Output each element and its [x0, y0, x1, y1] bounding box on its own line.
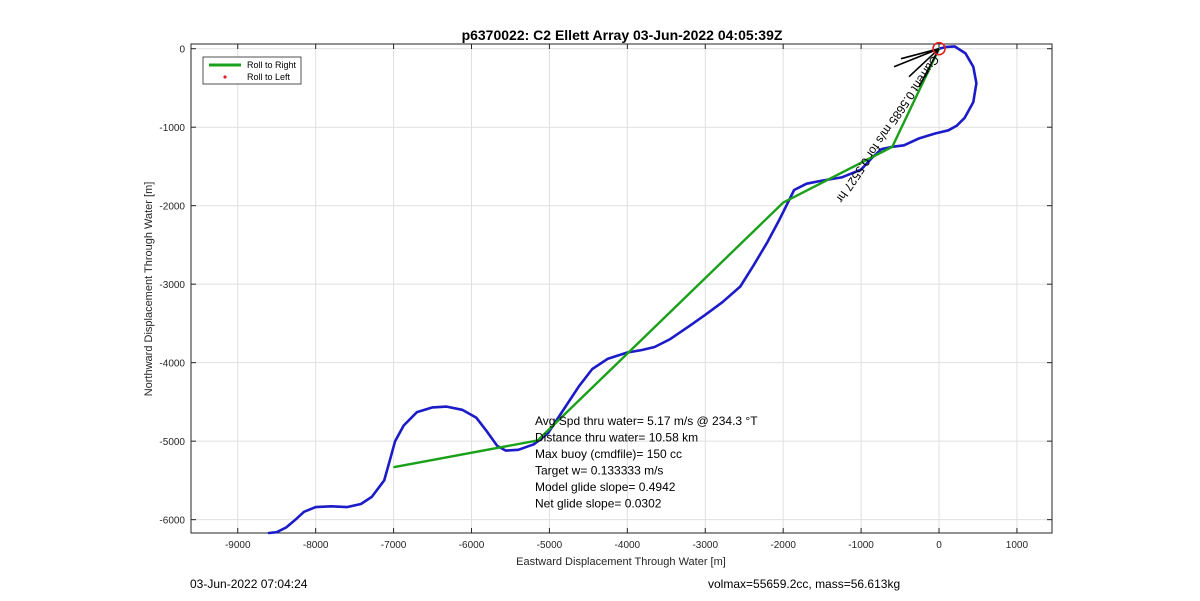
legend-box	[202, 56, 302, 85]
chart-title: p6370022: C2 Ellett Array 03-Jun-2022 04…	[462, 27, 783, 43]
series-track-line	[267, 45, 978, 535]
current-vector-line	[918, 48, 940, 88]
annotation-block: Avg Spd thru water= 5.17 m/s @ 234.3 °T D…	[535, 414, 758, 511]
legend-roll-right-label: Roll to Right	[247, 60, 297, 70]
x-tick-label: -1000	[848, 540, 874, 551]
y-tick-label: -3000	[159, 280, 185, 291]
annotation-line: Target w= 0.133333 m/s	[535, 464, 663, 478]
x-tick-label: -3000	[692, 540, 718, 551]
x-tick-label: -7000	[381, 540, 407, 551]
grid-lines	[191, 44, 1052, 533]
current-vectors	[893, 47, 940, 88]
y-tick-label: -1000	[159, 123, 185, 134]
current-vector-line	[908, 48, 940, 78]
x-tick-label: -6000	[459, 540, 485, 551]
annotation-line: Distance thru water= 10.58 km	[535, 431, 698, 445]
y-tick-label: 0	[179, 45, 185, 56]
series-layer	[267, 45, 978, 535]
footer-volmax-mass: volmax=55659.2cc, mass=56.613kg	[708, 577, 901, 591]
x-tick-label: 1000	[1006, 540, 1029, 551]
y-axis-label: Northward Displacement Through Water [m]	[143, 182, 155, 397]
annotation-line: Avg Spd thru water= 5.17 m/s @ 234.3 °T	[535, 414, 758, 428]
current-rotated-label: Current 0.5685 m/s for 0.5527 hr	[833, 53, 942, 205]
annotation-line: Max buoy (cmdfile)= 150 cc	[535, 447, 682, 461]
legend: Roll to Right Roll to Left	[202, 56, 302, 85]
y-tick-label: -2000	[159, 202, 185, 213]
legend-roll-left-swatch	[223, 75, 227, 79]
plot-area-frame	[190, 43, 1053, 534]
annotation-line: Net glide slope= 0.0302	[535, 497, 662, 511]
y-axis-ticks: 0 -1000 -2000 -3000 -4000 -5000 -6000	[159, 45, 1052, 527]
x-tick-label: -4000	[615, 540, 641, 551]
legend-roll-left-label: Roll to Left	[247, 72, 291, 82]
x-tick-label: 0	[936, 540, 942, 551]
marker-layer	[932, 41, 946, 56]
x-tick-label: -9000	[225, 540, 251, 551]
y-tick-label: -4000	[159, 359, 185, 370]
x-axis-label: Eastward Displacement Through Water [m]	[516, 556, 726, 568]
annotation-line: Model glide slope= 0.4942	[535, 480, 676, 494]
origin-marker	[932, 41, 946, 56]
series-roll-right-line	[393, 47, 941, 469]
x-tick-label: -8000	[303, 540, 329, 551]
footer-timestamp: 03-Jun-2022 07:04:24	[190, 577, 308, 591]
x-tick-label: -5000	[537, 540, 563, 551]
x-axis-ticks: -9000 -8000 -7000 -6000 -5000 -4000 -3000 -2000…	[225, 44, 1029, 551]
current-vector-line	[893, 47, 940, 68]
y-tick-label: -5000	[159, 437, 185, 448]
x-tick-label: -2000	[770, 540, 796, 551]
y-tick-label: -6000	[159, 516, 185, 527]
